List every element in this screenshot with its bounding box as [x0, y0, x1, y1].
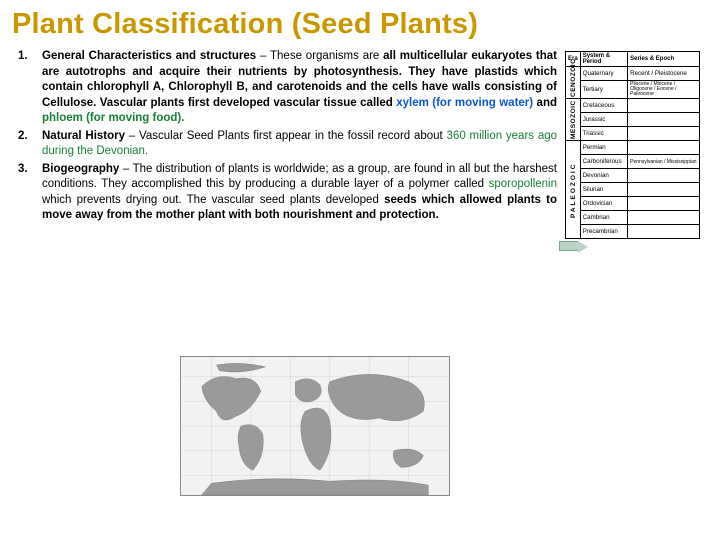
after-lead: – Vascular Seed Plants first appear in t… [125, 130, 447, 142]
table-row: PALEOZOIC Permian [566, 141, 700, 155]
col-series: Series & Epoch [628, 52, 700, 67]
table-header-row: Era System & Period Series & Epoch [566, 52, 700, 67]
item-number: 2. [12, 129, 30, 160]
numbered-list: 1. General Characteristics and structure… [12, 49, 557, 239]
lead-bold: Biogeography [42, 163, 119, 175]
period-cell: Cretaceous [580, 99, 627, 113]
list-item: 1. General Characteristics and structure… [12, 49, 557, 127]
content-row: 1. General Characteristics and structure… [12, 49, 708, 239]
epoch-cell: Pliocene / Miocene / Oligocene / Eocene … [628, 81, 700, 99]
period-cell: Jurassic [580, 113, 627, 127]
item-number: 3. [12, 162, 30, 224]
after-lead: – These organisms are [256, 50, 383, 62]
table-row: Jurassic [566, 113, 700, 127]
list-item: 2. Natural History – Vascular Seed Plant… [12, 129, 557, 160]
period-cell: Triassic [580, 127, 627, 141]
period-cell: Permian [580, 141, 627, 155]
item-body: Biogeography – The distribution of plant… [42, 162, 557, 224]
table-row: Tertiary Pliocene / Miocene / Oligocene … [566, 81, 700, 99]
highlight-phloem: phloem (for moving food). [42, 112, 184, 124]
geologic-timescale: Era System & Period Series & Epoch CENOZ… [565, 49, 700, 239]
epoch-cell [628, 225, 700, 239]
after-lead: – The distribution of plants is worldwid… [42, 163, 557, 191]
epoch-cell [628, 211, 700, 225]
world-map [180, 356, 450, 496]
table-row: CENOZOIC Quaternary Recent / Pleistocene [566, 67, 700, 81]
period-cell: Tertiary [580, 81, 627, 99]
lead-bold: General Characteristics and structures [42, 50, 256, 62]
table-row: Cambrian [566, 211, 700, 225]
era-mesozoic: MESOZOIC [566, 99, 581, 141]
lead-bold: Natural History [42, 130, 125, 142]
table-row: Devonian [566, 169, 700, 183]
slide: Plant Classification (Seed Plants) 1. Ge… [0, 0, 720, 540]
table-row: Carboniferous Pennsylvanian / Mississipp… [566, 155, 700, 169]
epoch-cell [628, 169, 700, 183]
period-cell: Ordovician [580, 197, 627, 211]
period-cell: Devonian [580, 169, 627, 183]
period-cell: Carboniferous [580, 155, 627, 169]
period-cell: Silurian [580, 183, 627, 197]
table-row: Triassic [566, 127, 700, 141]
item-body: Natural History – Vascular Seed Plants f… [42, 129, 557, 160]
era-cenozoic: CENOZOIC [566, 67, 581, 99]
mid-bold: and [533, 97, 557, 109]
period-cell: Precambrian [580, 225, 627, 239]
col-system: System & Period [580, 52, 627, 67]
item-body: General Characteristics and structures –… [42, 49, 557, 127]
table-row: Ordovician [566, 197, 700, 211]
epoch-cell [628, 197, 700, 211]
table-row: Silurian [566, 183, 700, 197]
devonian-arrow-marker [559, 241, 579, 251]
epoch-cell [628, 127, 700, 141]
epoch-cell: Recent / Pleistocene [628, 67, 700, 81]
table-row: MESOZOIC Cretaceous [566, 99, 700, 113]
page-title: Plant Classification (Seed Plants) [12, 8, 708, 41]
table-row: Precambrian [566, 225, 700, 239]
item-number: 1. [12, 49, 30, 127]
era-paleozoic: PALEOZOIC [566, 141, 581, 239]
epoch-cell [628, 99, 700, 113]
period-cell: Quaternary [580, 67, 627, 81]
epoch-cell: Pennsylvanian / Mississippian [628, 155, 700, 169]
mid-text: which prevents drying out. The vascular … [42, 194, 384, 206]
geo-table: Era System & Period Series & Epoch CENOZ… [565, 51, 700, 239]
highlight-sporopollenin: sporopollenin [489, 178, 557, 190]
epoch-cell [628, 141, 700, 155]
highlight-xylem: xylem (for moving water) [396, 97, 533, 109]
list-item: 3. Biogeography – The distribution of pl… [12, 162, 557, 224]
epoch-cell [628, 183, 700, 197]
world-map-svg [181, 357, 449, 495]
period-cell: Cambrian [580, 211, 627, 225]
epoch-cell [628, 113, 700, 127]
